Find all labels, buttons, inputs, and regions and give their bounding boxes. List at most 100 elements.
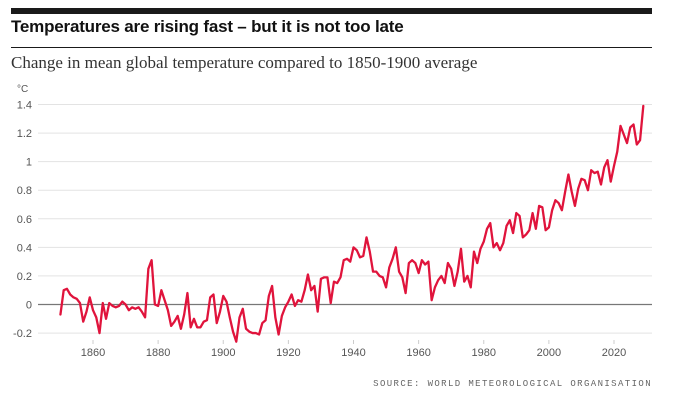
- data-point: [317, 311, 319, 313]
- data-point: [352, 246, 355, 248]
- data-point: [512, 232, 514, 234]
- y-tick-label: 0.2: [17, 271, 32, 283]
- data-point: [95, 316, 97, 318]
- data-point: [421, 259, 423, 261]
- data-point: [326, 276, 329, 278]
- data-point: [447, 262, 449, 264]
- data-point: [248, 331, 250, 333]
- y-tick-label: 1: [26, 157, 32, 169]
- data-point: [470, 286, 472, 288]
- data-point: [369, 251, 371, 253]
- data-point: [382, 276, 384, 278]
- data-point: [190, 326, 192, 328]
- data-point: [339, 276, 342, 278]
- data-point: [72, 296, 75, 298]
- source-note: SOURCE: WORLD METEOROLOGICAL ORGANISATIO…: [373, 379, 652, 389]
- data-point: [173, 321, 176, 323]
- data-point: [124, 303, 127, 306]
- data-point: [85, 311, 88, 313]
- x-tick-label: 1980: [472, 347, 496, 359]
- data-point: [365, 236, 368, 238]
- data-point: [82, 321, 84, 323]
- data-point: [320, 278, 322, 280]
- data-point: [278, 333, 280, 336]
- data-point: [304, 289, 306, 291]
- data-point: [287, 301, 289, 303]
- data-point: [219, 311, 221, 313]
- data-point: [242, 308, 244, 310]
- data-point: [450, 268, 452, 270]
- data-point: [541, 206, 543, 208]
- data-point: [356, 249, 358, 251]
- y-tick-label: -0.2: [13, 328, 32, 340]
- x-tick-label: 1960: [406, 347, 430, 359]
- data-point: [310, 289, 312, 291]
- data-point: [297, 299, 299, 301]
- data-point: [346, 258, 348, 260]
- data-point: [203, 321, 205, 323]
- data-point: [505, 225, 508, 227]
- data-point: [92, 309, 94, 311]
- x-tick-label: 2000: [537, 347, 561, 359]
- data-point: [157, 305, 159, 307]
- data-point: [131, 306, 133, 308]
- data-point: [522, 236, 524, 238]
- data-point: [391, 258, 394, 260]
- data-point: [518, 215, 521, 217]
- x-axis-ticks: 1860 1880 1900 1920 1940 1960 1980 2000 2020: [81, 340, 626, 359]
- data-point: [528, 229, 530, 231]
- data-point: [333, 281, 335, 283]
- data-point: [193, 318, 195, 320]
- data-point: [632, 123, 635, 126]
- data-point: [323, 276, 325, 278]
- data-point: [502, 242, 504, 244]
- data-point: [151, 259, 153, 261]
- data-point: [571, 191, 573, 193]
- y-axis-unit-label: °C: [17, 84, 29, 95]
- data-point: [284, 306, 286, 308]
- x-tick-label: 1940: [341, 347, 365, 359]
- data-point: [535, 228, 537, 230]
- data-point: [496, 242, 498, 244]
- data-point: [261, 322, 263, 324]
- data-point: [121, 301, 123, 303]
- data-point: [414, 262, 416, 264]
- data-point: [128, 309, 130, 311]
- data-point: [167, 309, 169, 311]
- data-point: [597, 171, 599, 173]
- temperature-series-line: [59, 104, 645, 343]
- data-point: [466, 275, 469, 277]
- x-tick-label: 1900: [211, 347, 235, 359]
- series-layer: [59, 104, 645, 343]
- data-point: [395, 246, 397, 248]
- data-point: [349, 261, 351, 263]
- data-point: [271, 285, 273, 287]
- data-point: [499, 249, 501, 251]
- data-point: [359, 256, 361, 258]
- data-point: [164, 299, 166, 301]
- data-point: [564, 191, 566, 193]
- data-point: [577, 188, 579, 190]
- x-tick-label: 1860: [81, 347, 105, 359]
- data-point: [199, 326, 202, 328]
- data-point: [98, 332, 101, 334]
- data-point: [440, 275, 443, 277]
- data-point: [170, 325, 172, 327]
- data-point: [610, 181, 612, 183]
- data-point: [378, 275, 381, 277]
- data-point: [525, 233, 527, 236]
- data-point: [626, 142, 628, 144]
- data-point: [437, 279, 439, 281]
- data-point: [492, 246, 495, 248]
- y-tick-label: 0.8: [17, 185, 32, 197]
- data-point: [186, 292, 189, 294]
- data-point: [89, 296, 91, 298]
- data-point: [69, 293, 71, 296]
- data-point: [619, 125, 622, 127]
- header-bar: [11, 8, 652, 14]
- data-point: [66, 288, 68, 290]
- data-point: [486, 228, 488, 230]
- data-point: [196, 326, 198, 328]
- data-point: [294, 305, 296, 307]
